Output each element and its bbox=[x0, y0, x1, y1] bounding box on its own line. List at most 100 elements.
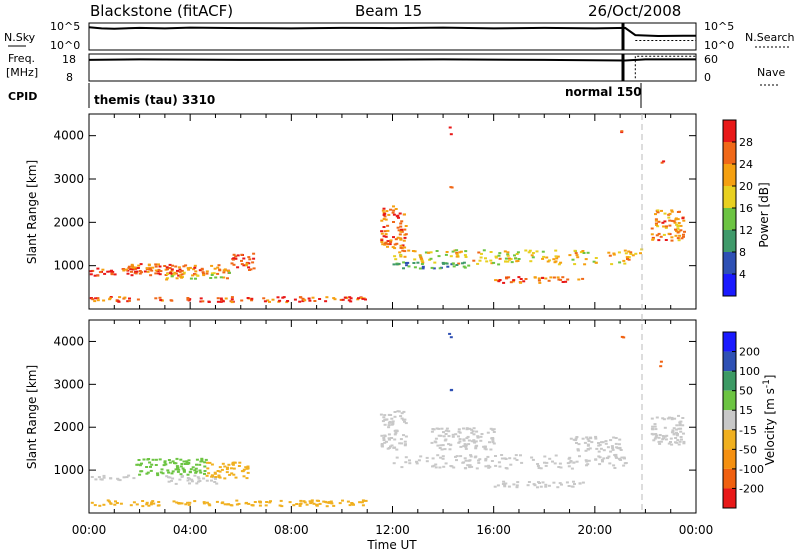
power-cell bbox=[412, 262, 416, 264]
power-cell bbox=[472, 259, 476, 262]
power-cell bbox=[420, 263, 424, 265]
velocity-cell bbox=[569, 460, 573, 462]
power-cell bbox=[210, 264, 214, 267]
velocity-cell bbox=[400, 466, 404, 469]
power-cell bbox=[392, 221, 395, 223]
velocity-cell bbox=[665, 434, 669, 437]
power-cell bbox=[462, 261, 466, 264]
velocity-cell bbox=[449, 444, 453, 447]
power-cell bbox=[675, 230, 678, 233]
power-cell bbox=[556, 276, 560, 279]
power-cell bbox=[216, 300, 220, 303]
power-cell bbox=[504, 257, 508, 260]
velocity-cell bbox=[154, 458, 158, 461]
velocity-cell bbox=[268, 501, 272, 504]
velocity-cell bbox=[225, 471, 229, 474]
power-cell bbox=[234, 255, 238, 258]
velocity-cell bbox=[504, 467, 508, 469]
velocity-cell bbox=[519, 454, 522, 457]
velocity-cell bbox=[536, 463, 540, 465]
velocity-cell bbox=[500, 454, 504, 456]
power-cell bbox=[386, 224, 390, 227]
velocity-cell bbox=[474, 440, 478, 443]
velocity-cell bbox=[186, 473, 190, 476]
velocity-cell bbox=[678, 424, 682, 427]
power-cell bbox=[122, 269, 126, 272]
velocity-cell bbox=[658, 434, 662, 436]
power-cell bbox=[147, 264, 151, 267]
power-cell bbox=[128, 297, 131, 300]
power-cell bbox=[163, 265, 167, 267]
power-cell bbox=[544, 277, 548, 280]
power-cell bbox=[219, 276, 223, 279]
velocity-cell bbox=[498, 465, 502, 468]
velocity-cell bbox=[458, 438, 462, 441]
power-cell bbox=[216, 272, 220, 275]
velocity-cell bbox=[620, 335, 624, 338]
velocity-cell bbox=[119, 502, 123, 505]
velocity-cell bbox=[476, 435, 480, 438]
power-cell bbox=[401, 249, 405, 252]
velocity-cell bbox=[403, 420, 406, 423]
velocity-cell bbox=[440, 427, 444, 430]
power-cell bbox=[263, 300, 267, 303]
power-cell bbox=[389, 241, 393, 243]
power-cell bbox=[592, 260, 596, 263]
velocity-cell bbox=[280, 505, 284, 508]
power-cell bbox=[262, 297, 266, 300]
velocity-cell bbox=[547, 484, 551, 487]
velocity-cell bbox=[186, 479, 190, 482]
velocity-cell bbox=[430, 430, 434, 433]
power-cell bbox=[677, 239, 681, 242]
velocity-cell bbox=[586, 443, 590, 446]
velocity-cell bbox=[669, 437, 673, 440]
velocity-cell bbox=[450, 388, 454, 391]
freq-tick-bottom: 8 bbox=[66, 71, 73, 84]
power-cell bbox=[552, 258, 556, 261]
power-cell bbox=[221, 300, 225, 303]
velocity-cell bbox=[381, 420, 385, 423]
power-cell bbox=[411, 250, 415, 252]
power-cell bbox=[594, 261, 598, 264]
velocity-cell bbox=[215, 482, 219, 485]
power-cell bbox=[530, 254, 534, 257]
power-cell bbox=[93, 274, 97, 277]
velocity-cell bbox=[585, 460, 589, 463]
velocity-cell bbox=[393, 411, 397, 413]
power-cell bbox=[130, 274, 134, 277]
velocity-cell bbox=[179, 473, 183, 476]
velocity-cell bbox=[469, 455, 473, 458]
velocity-cell bbox=[571, 485, 575, 488]
power-cell bbox=[435, 250, 439, 252]
velocity-cell bbox=[466, 464, 470, 467]
power-cell bbox=[252, 267, 256, 270]
velocity-cell bbox=[195, 482, 199, 485]
power-cell bbox=[242, 257, 246, 260]
power-cell bbox=[660, 161, 664, 164]
velocity-cell bbox=[199, 460, 203, 463]
power-cell bbox=[463, 254, 467, 257]
power-cell bbox=[180, 273, 184, 276]
power-cell bbox=[154, 269, 158, 272]
velocity-cell bbox=[382, 439, 386, 441]
velocity-cell bbox=[439, 434, 443, 437]
velocity-cell bbox=[135, 503, 139, 506]
velocity-cell bbox=[491, 441, 495, 444]
velocity-cell bbox=[329, 500, 333, 503]
power-cell bbox=[668, 212, 672, 215]
power-cell bbox=[579, 251, 583, 254]
velocity-colorbar-label: Velocity [m s-1] bbox=[762, 375, 777, 466]
velocity-cell bbox=[177, 468, 181, 471]
power-cell bbox=[138, 270, 142, 272]
velocity-cell bbox=[132, 501, 136, 504]
power-cell bbox=[278, 299, 282, 302]
power-cell bbox=[91, 269, 95, 272]
velocity-cell bbox=[581, 481, 585, 484]
velocity-cell bbox=[325, 505, 329, 508]
velocity-cell bbox=[484, 459, 488, 462]
velocity-cell bbox=[670, 443, 674, 446]
velocity-cell bbox=[240, 470, 244, 473]
nsearch-tick-top: 10^5 bbox=[704, 20, 734, 33]
velocity-cell bbox=[185, 461, 189, 464]
velocity-cell bbox=[611, 447, 615, 449]
